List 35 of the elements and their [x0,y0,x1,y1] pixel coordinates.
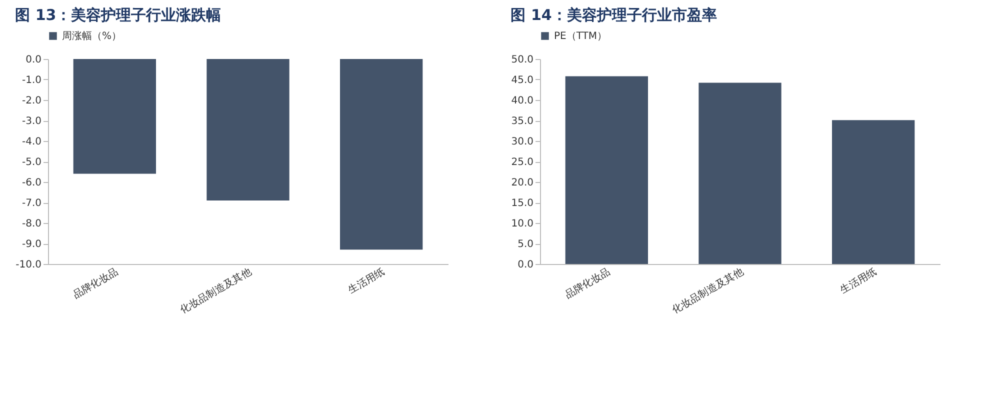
y-tick-label: 10.0 [511,218,534,230]
x-tick-label: 生活用纸 [346,266,387,296]
bar [698,82,782,264]
x-tick-label: 化妆品制造及其他 [178,266,254,316]
bar [832,120,915,264]
y-tick-label: 35.0 [511,116,534,127]
y-tick-label: 5.0 [518,239,534,250]
y-tick-label: 50.0 [511,54,534,66]
x-tick-label: 品牌化妆品 [70,266,120,302]
y-tick-label: 25.0 [511,157,534,168]
y-tick-label: 0.0 [26,54,42,66]
y-tick-label: 30.0 [511,136,534,148]
x-tick-label: 生活用纸 [838,266,879,296]
x-tick-label: 品牌化妆品 [562,266,612,302]
y-tick-label: 40.0 [511,96,534,106]
y-tick-label: -8.0 [22,218,42,230]
legend-label: PE（TTM） [554,31,608,42]
y-tick-label: -7.0 [22,198,42,209]
y-tick-label: 45.0 [511,75,534,86]
y-tick-label: 0.0 [518,260,534,270]
chart-title: 图 14：美容护理子行业市盈率 [510,6,717,24]
y-tick-label: -2.0 [22,96,42,106]
y-tick-label: 15.0 [511,198,534,209]
y-tick-label: 20.0 [511,178,534,188]
y-tick-label: -1.0 [22,75,42,86]
y-tick-label: -5.0 [22,157,42,168]
y-tick-label: -6.0 [22,178,42,188]
chart-title: 图 13：美容护理子行业涨跌幅 [15,6,222,24]
y-tick-label: -4.0 [22,136,42,148]
y-tick-label: -10.0 [16,260,42,270]
bar [565,76,648,264]
y-tick-label: -9.0 [22,239,42,250]
legend-label: 周涨幅（%） [62,30,122,42]
x-tick-label: 化妆品制造及其他 [670,266,746,316]
y-tick-label: -3.0 [22,116,42,127]
